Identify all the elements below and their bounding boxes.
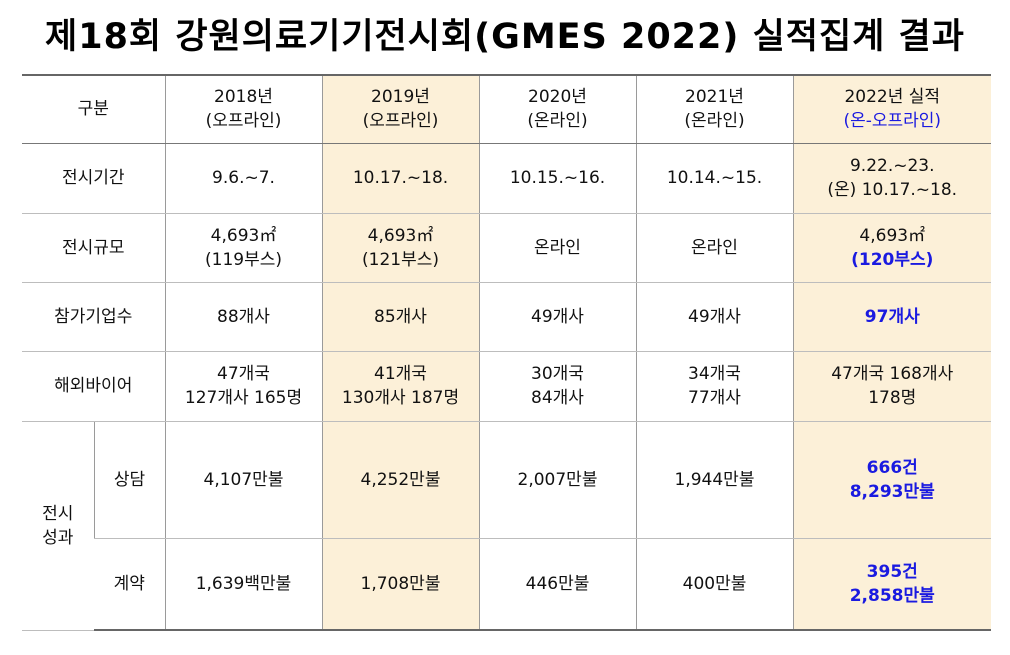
cell-line: (120부스) [851, 249, 934, 270]
column-year: 2020년 [528, 87, 587, 108]
column-year: 2019년 [371, 87, 430, 108]
table-cell: 85개사 [321, 282, 479, 352]
table-cell: 9.6.~7. [164, 143, 322, 214]
results-group-label: 전시 성과 [22, 421, 94, 631]
table-cell: 온라인 [478, 213, 636, 283]
column-header-2019: 2019년 (오프라인) [321, 74, 479, 144]
table-cell: 1,639백만불 [164, 538, 322, 631]
column-mode: (온라인) [527, 111, 588, 132]
cell-line: 395건 [866, 561, 918, 582]
column-header-2020: 2020년 (온라인) [478, 74, 636, 144]
table-cell: 10.14.~15. [635, 143, 793, 214]
cell-line: 41개국 [374, 364, 427, 384]
cell-line: 4,693㎡ [859, 225, 926, 246]
table-cell: 47개국 168개사 178명 [792, 351, 991, 422]
header-row: 구분 2018년 (오프라인) 2019년 (오프라인) 2020년 (온라인)… [22, 74, 991, 144]
column-year: 2018년 [214, 87, 273, 108]
table-cell: 88개사 [164, 282, 322, 352]
table-cell: 9.22.~23. (온) 10.17.~18. [792, 143, 991, 214]
column-header-2018: 2018년 (오프라인) [164, 74, 322, 144]
page-title: 제18회 강원의료기기전시회(GMES 2022) 실적집계 결과 [45, 17, 965, 57]
table-cell: 30개국 84개사 [478, 351, 636, 422]
cell-line: (온) 10.17.~18. [827, 180, 958, 200]
cell-line: 84개사 [531, 388, 584, 408]
column-mode: (온-오프라인) [843, 111, 942, 132]
table-cell: 10.15.~16. [478, 143, 636, 214]
cell-line: (121부스) [362, 249, 439, 270]
table-cell: 400만불 [635, 538, 793, 631]
cell-line: 9.22.~23. [849, 156, 935, 176]
table-cell: 49개사 [635, 282, 793, 352]
table-cell: 395건 2,858만불 [792, 538, 991, 631]
table-cell: 97개사 [792, 282, 991, 352]
column-header-2021: 2021년 (온라인) [635, 74, 793, 144]
table-row-period: 전시기간 9.6.~7. 10.17.~18. 10.15.~16. 10.14… [22, 143, 991, 214]
cell-line: 130개사 187명 [341, 388, 460, 408]
cell-line: 4,693㎡ [367, 225, 434, 246]
cell-line: 47개국 168개사 [831, 364, 954, 384]
table-cell: 666건 8,293만불 [792, 421, 991, 539]
table-cell: 34개국 77개사 [635, 351, 793, 422]
table-cell: 4,107만불 [164, 421, 322, 539]
column-year: 2021년 [685, 87, 744, 108]
column-mode: (온라인) [684, 111, 745, 132]
cell-line: 30개국 [531, 364, 584, 384]
table-row-companies: 참가기업수 88개사 85개사 49개사 49개사 97개사 [22, 282, 991, 352]
table-cell: 49개사 [478, 282, 636, 352]
table-cell: 4,693㎡ (119부스) [164, 213, 322, 283]
table-row-scale: 전시규모 4,693㎡ (119부스) 4,693㎡ (121부스) 온라인 온… [22, 213, 991, 283]
table-cell: 1,944만불 [635, 421, 793, 539]
table-cell: 4,693㎡ (120부스) [792, 213, 991, 283]
column-year: 2022년 실적 [844, 87, 941, 108]
row-label: 참가기업수 [22, 282, 165, 352]
row-label: 계약 [94, 538, 165, 631]
cell-line: 77개사 [688, 388, 741, 408]
cell-line: (119부스) [205, 249, 282, 270]
table-cell: 온라인 [635, 213, 793, 283]
row-label: 상담 [93, 421, 165, 539]
table-cell: 47개국 127개사 165명 [164, 351, 322, 422]
table-cell: 4,693㎡ (121부스) [321, 213, 479, 283]
table-cell: 446만불 [478, 538, 636, 631]
cell-line: 4,693㎡ [210, 225, 277, 246]
column-mode: (오프라인) [362, 111, 439, 132]
column-header-2022: 2022년 실적 (온-오프라인) [792, 74, 991, 144]
column-mode: (오프라인) [205, 111, 282, 132]
row-label: 전시규모 [22, 213, 165, 283]
cell-line: 2,858만불 [849, 585, 935, 606]
cell-line: 666건 [866, 457, 918, 478]
table-cell: 41개국 130개사 187명 [321, 351, 479, 422]
table-cell: 10.17.~18. [321, 143, 479, 214]
table-cell: 1,708만불 [321, 538, 479, 631]
table-cell: 2,007만불 [478, 421, 636, 539]
cell-line: 127개사 165명 [184, 388, 303, 408]
table-row-buyers: 해외바이어 47개국 127개사 165명 41개국 130개사 187명 30… [22, 351, 991, 422]
cell-line: 178명 [868, 388, 917, 408]
table-row-consultation: 전시 성과 상담 4,107만불 4,252만불 2,007만불 1,944만불… [22, 421, 991, 631]
table-row-contract: 계약 1,639백만불 1,708만불 446만불 400만불 395건 2,8… [22, 538, 991, 631]
cell-line: 8,293만불 [849, 481, 935, 502]
row-label: 전시기간 [22, 143, 165, 214]
cell-line: 47개국 [217, 364, 270, 384]
results-table: 구분 2018년 (오프라인) 2019년 (오프라인) 2020년 (온라인)… [22, 74, 991, 631]
row-label: 해외바이어 [22, 351, 165, 422]
corner-header: 구분 [22, 74, 165, 144]
cell-line: 34개국 [688, 364, 741, 384]
table-cell: 4,252만불 [321, 421, 479, 539]
